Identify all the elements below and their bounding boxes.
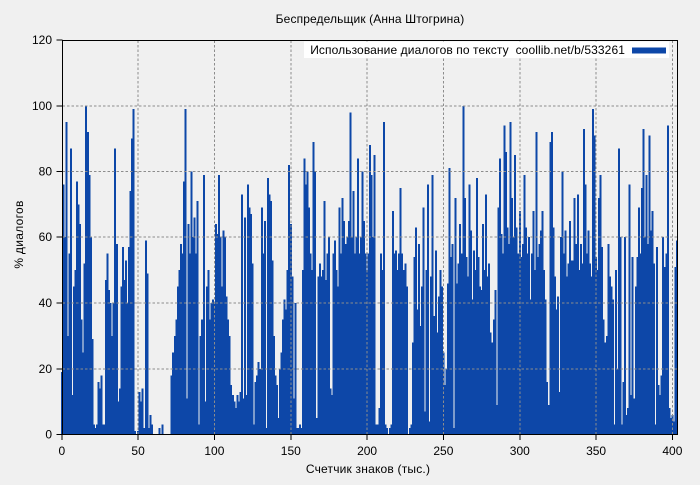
svg-text:100: 100 <box>32 99 52 113</box>
svg-text:350: 350 <box>586 444 606 458</box>
svg-text:300: 300 <box>510 444 530 458</box>
svg-text:0: 0 <box>58 444 65 458</box>
svg-text:Использование диалогов по текс: Использование диалогов по тексту coollib… <box>310 43 625 57</box>
svg-text:80: 80 <box>39 165 53 179</box>
svg-text:0: 0 <box>45 428 52 442</box>
svg-text:200: 200 <box>357 444 377 458</box>
svg-text:% диалогов: % диалогов <box>12 200 26 268</box>
svg-text:150: 150 <box>281 444 301 458</box>
svg-text:120: 120 <box>32 33 52 47</box>
svg-text:Беспредельщик (Анна Штогрина): Беспредельщик (Анна Штогрина) <box>276 12 465 26</box>
svg-text:250: 250 <box>433 444 453 458</box>
svg-text:20: 20 <box>39 362 53 376</box>
svg-text:40: 40 <box>39 296 53 310</box>
svg-text:400: 400 <box>662 444 682 458</box>
svg-text:Счетчик знаков (тыс.): Счетчик знаков (тыс.) <box>306 462 430 476</box>
svg-text:50: 50 <box>131 444 145 458</box>
svg-text:60: 60 <box>39 230 53 244</box>
svg-text:100: 100 <box>204 444 224 458</box>
